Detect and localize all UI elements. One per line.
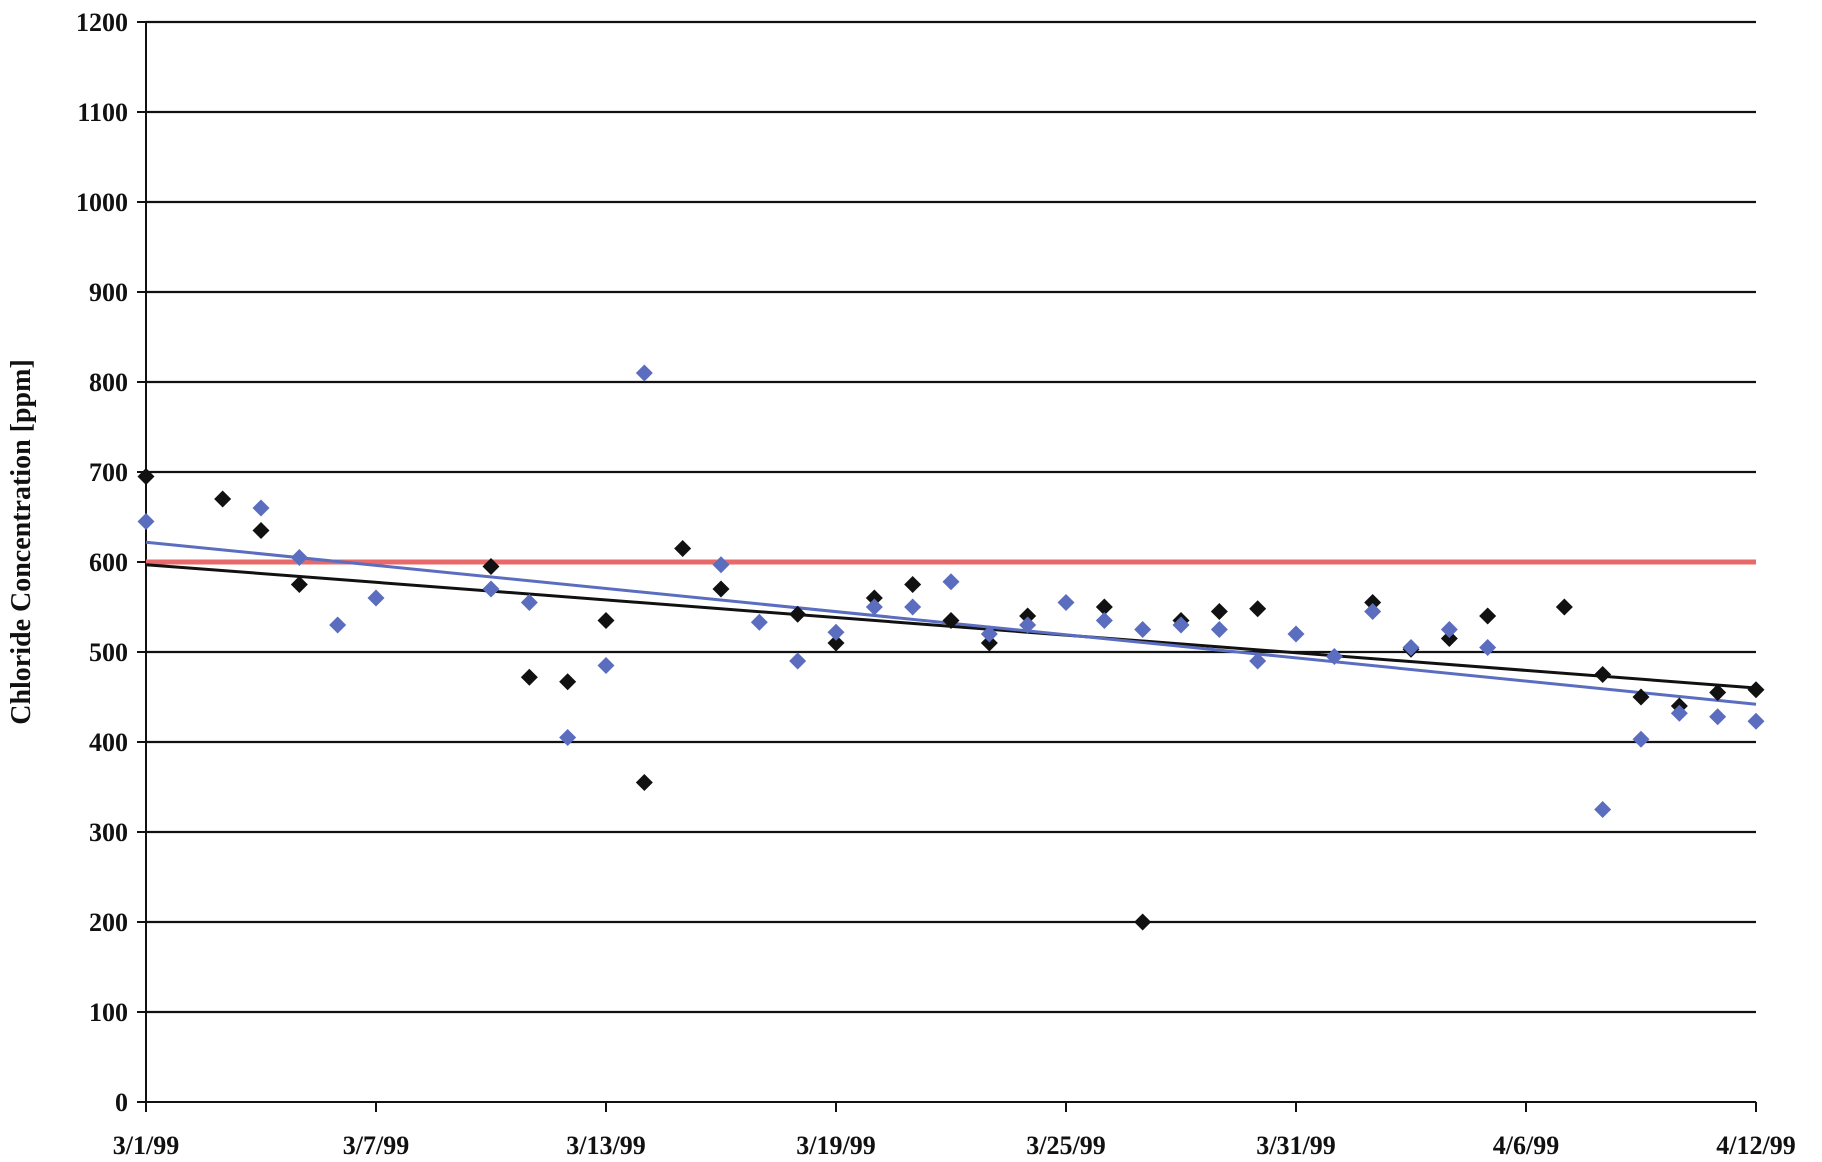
data-point-series-2 — [865, 598, 883, 616]
data-point-series-2 — [1594, 801, 1612, 818]
data-point-series-1 — [137, 468, 155, 485]
data-point-series-2 — [980, 625, 998, 643]
data-point-series-2 — [559, 729, 577, 746]
data-point-series-2 — [1287, 625, 1305, 643]
data-point-series-2 — [1210, 621, 1228, 638]
data-point-series-2 — [367, 589, 385, 607]
data-point-series-1 — [1210, 603, 1228, 620]
data-point-series-2 — [1172, 616, 1190, 634]
y-axis-title: Chloride Concentration [ppm] — [6, 359, 37, 725]
data-point-series-2 — [482, 580, 500, 598]
data-point-series-1 — [1555, 598, 1573, 616]
y-tick-label: 800 — [89, 368, 128, 397]
x-tick-label: 3/31/99 — [1256, 1131, 1335, 1160]
data-point-series-2 — [1364, 603, 1382, 620]
data-point-series-1 — [1709, 684, 1727, 701]
data-point-series-1 — [1249, 600, 1267, 618]
y-tick-label: 300 — [89, 818, 128, 847]
x-axis-tick-labels: 3/1/99 3/7/99 3/13/99 3/19/99 3/25/99 3/31/99… — [113, 1131, 1796, 1160]
y-axis-tick-labels: 0 100 200 300 400 500 600 700 800 900 1000 1100 1200 — [76, 8, 128, 1117]
y-tick-label: 500 — [89, 638, 128, 667]
x-tick-label: 3/1/99 — [113, 1131, 179, 1160]
data-point-series-1 — [904, 576, 922, 593]
data-point-series-2 — [1402, 639, 1420, 656]
y-tick-label: 1000 — [76, 188, 128, 217]
data-point-series-2 — [789, 652, 807, 670]
data-point-series-1 — [1095, 598, 1113, 616]
data-point-series-2 — [1440, 621, 1458, 638]
data-point-series-1 — [1479, 607, 1497, 625]
data-point-series-2 — [597, 657, 615, 674]
x-tick-label: 4/6/99 — [1493, 1131, 1559, 1160]
x-tick-label: 3/25/99 — [1026, 1131, 1105, 1160]
data-points — [137, 364, 1765, 931]
y-tick-label: 0 — [115, 1088, 128, 1117]
data-point-series-2 — [750, 613, 768, 631]
data-point-series-2 — [137, 513, 155, 530]
y-tick-label: 1200 — [76, 8, 128, 37]
data-point-series-2 — [1057, 594, 1075, 611]
data-point-series-1 — [559, 673, 577, 691]
data-point-series-1 — [252, 522, 270, 539]
data-point-series-1 — [1747, 681, 1765, 699]
data-point-series-2 — [1249, 652, 1267, 670]
data-point-series-1 — [942, 612, 960, 629]
data-point-series-2 — [1479, 639, 1497, 656]
data-point-series-1 — [827, 634, 845, 652]
data-point-series-2 — [827, 623, 845, 641]
data-point-series-1 — [1019, 607, 1037, 625]
data-point-series-1 — [1440, 630, 1458, 647]
data-point-series-1 — [1364, 594, 1382, 611]
data-point-series-2 — [1709, 708, 1727, 726]
data-point-series-2 — [290, 549, 308, 566]
data-point-series-2 — [1747, 712, 1765, 730]
y-tick-label: 700 — [89, 458, 128, 487]
data-point-series-2 — [1325, 648, 1343, 665]
data-point-series-2 — [1134, 621, 1152, 638]
x-tick-label: 3/19/99 — [796, 1131, 875, 1160]
data-point-series-2 — [1670, 704, 1688, 722]
data-point-series-1 — [482, 558, 500, 575]
y-tick-label: 600 — [89, 548, 128, 577]
data-point-series-1 — [1632, 688, 1650, 706]
data-point-series-1 — [214, 490, 232, 508]
data-point-series-2 — [1095, 612, 1113, 629]
data-point-series-2 — [329, 616, 347, 634]
y-tick-label: 1100 — [77, 98, 128, 127]
data-point-series-1 — [865, 589, 883, 607]
data-point-series-1 — [290, 576, 308, 593]
data-point-series-2 — [712, 556, 730, 574]
data-point-series-1 — [635, 774, 653, 791]
data-point-series-1 — [712, 580, 730, 598]
y-tick-label: 200 — [89, 908, 128, 937]
data-point-series-1 — [674, 540, 692, 557]
data-point-series-1 — [597, 612, 615, 629]
data-point-series-2 — [520, 594, 538, 611]
data-point-series-2 — [1632, 730, 1650, 748]
data-point-series-2 — [252, 499, 270, 517]
data-point-series-2 — [1019, 616, 1037, 634]
data-point-series-1 — [980, 634, 998, 652]
data-point-series-1 — [789, 605, 807, 623]
x-tick-label: 3/7/99 — [343, 1131, 409, 1160]
data-point-series-2 — [904, 598, 922, 616]
y-tick-label: 900 — [89, 278, 128, 307]
data-point-series-1 — [1134, 913, 1152, 931]
data-point-series-1 — [1594, 666, 1612, 683]
data-point-series-1 — [520, 668, 538, 686]
data-point-series-2 — [942, 573, 960, 591]
data-point-series-2 — [635, 364, 653, 382]
y-tick-label: 400 — [89, 728, 128, 757]
x-tick-label: 4/12/99 — [1716, 1131, 1795, 1160]
y-tick-label: 100 — [89, 998, 128, 1027]
x-tick-label: 3/13/99 — [566, 1131, 645, 1160]
